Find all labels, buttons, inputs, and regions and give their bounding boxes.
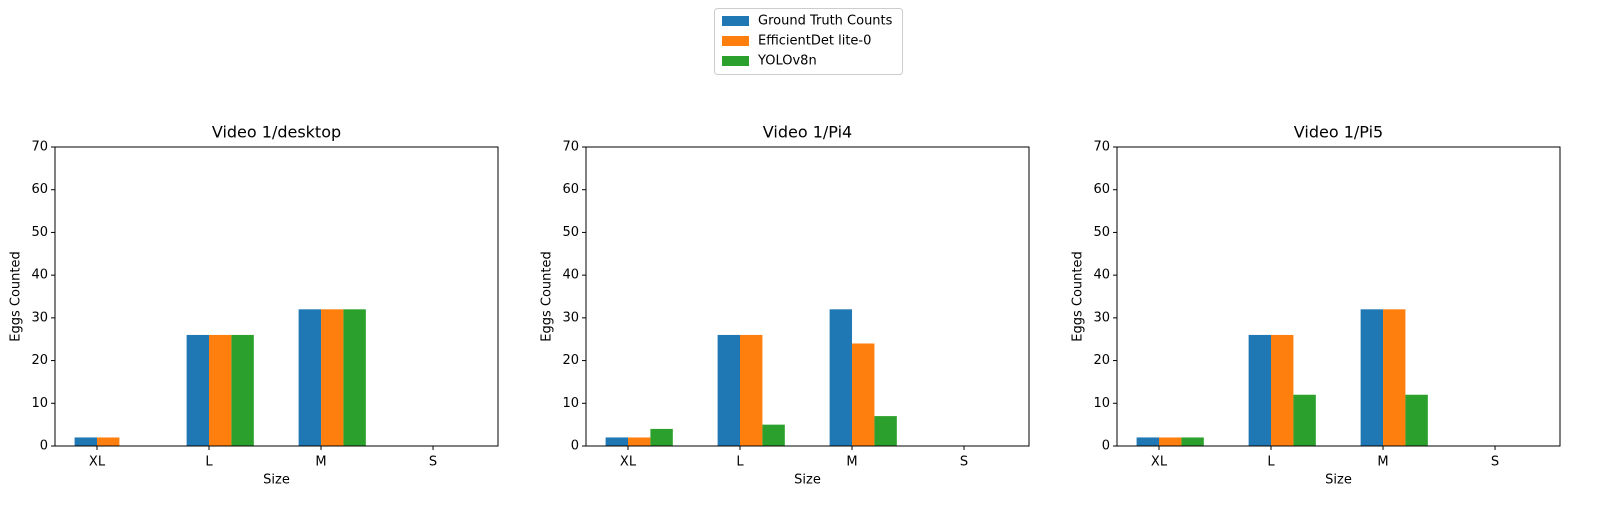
bar bbox=[605, 437, 629, 446]
y-tick-label: 30 bbox=[1093, 310, 1110, 325]
y-tick-label: 60 bbox=[31, 182, 48, 197]
bar bbox=[717, 334, 741, 446]
x-axis-label: Size bbox=[263, 473, 290, 488]
bar bbox=[852, 343, 875, 446]
bar bbox=[762, 424, 785, 446]
x-tick-label: S bbox=[1491, 455, 1499, 470]
y-tick-label: 30 bbox=[562, 310, 579, 325]
bar bbox=[874, 416, 897, 446]
x-tick-label: XL bbox=[1151, 455, 1168, 470]
legend-box bbox=[714, 8, 903, 75]
x-axis-label: Size bbox=[794, 473, 821, 488]
y-tick-label: 60 bbox=[1093, 182, 1110, 197]
bar bbox=[231, 334, 254, 446]
y-tick-label: 10 bbox=[31, 396, 48, 411]
legend-label: EfficientDet lite-0 bbox=[758, 34, 871, 49]
y-tick-label: 70 bbox=[1093, 140, 1110, 155]
y-tick-label: 0 bbox=[1102, 439, 1110, 454]
legend-label: Ground Truth Counts bbox=[758, 14, 893, 29]
x-tick-label: XL bbox=[620, 455, 637, 470]
bar bbox=[740, 334, 763, 446]
bar bbox=[74, 437, 98, 446]
bar bbox=[209, 334, 232, 446]
bar bbox=[186, 334, 210, 446]
bar bbox=[1383, 309, 1406, 446]
x-tick-label: M bbox=[1377, 455, 1388, 470]
bar bbox=[1136, 437, 1160, 446]
y-tick-label: 20 bbox=[31, 353, 48, 368]
y-tick-label: 70 bbox=[562, 140, 579, 155]
bar bbox=[1248, 334, 1272, 446]
y-tick-label: 50 bbox=[1093, 225, 1110, 240]
bar bbox=[321, 309, 344, 446]
x-tick-label: L bbox=[205, 455, 213, 470]
plot-frame bbox=[585, 146, 1030, 447]
y-tick-label: 0 bbox=[40, 439, 48, 454]
legend-swatch bbox=[722, 56, 749, 66]
y-tick-label: 0 bbox=[571, 439, 579, 454]
chart-title: Video 1/desktop bbox=[212, 123, 341, 142]
bar bbox=[97, 437, 120, 446]
bar bbox=[298, 309, 322, 446]
bar bbox=[1271, 334, 1294, 446]
x-axis-label: Size bbox=[1325, 473, 1352, 488]
legend-swatch bbox=[722, 16, 749, 26]
bar bbox=[650, 428, 673, 446]
y-tick-label: 30 bbox=[31, 310, 48, 325]
x-tick-label: L bbox=[1267, 455, 1275, 470]
y-tick-label: 40 bbox=[1093, 268, 1110, 283]
y-tick-label: 50 bbox=[562, 225, 579, 240]
bar bbox=[628, 437, 651, 446]
y-tick-label: 20 bbox=[1093, 353, 1110, 368]
x-tick-label: S bbox=[960, 455, 968, 470]
plot-frame bbox=[54, 146, 499, 447]
y-tick-label: 40 bbox=[562, 268, 579, 283]
bar bbox=[1293, 394, 1316, 446]
bar bbox=[829, 309, 853, 446]
y-tick-label: 60 bbox=[562, 182, 579, 197]
bar bbox=[1405, 394, 1428, 446]
legend-label: YOLOv8n bbox=[757, 54, 817, 69]
x-tick-label: S bbox=[429, 455, 437, 470]
y-axis-label: Eggs Counted bbox=[1071, 251, 1086, 341]
y-axis-label: Eggs Counted bbox=[9, 251, 24, 341]
plot-frame bbox=[1116, 146, 1561, 447]
chart-title: Video 1/Pi4 bbox=[763, 123, 852, 142]
y-tick-label: 10 bbox=[562, 396, 579, 411]
x-tick-label: L bbox=[736, 455, 744, 470]
y-tick-label: 10 bbox=[1093, 396, 1110, 411]
bar bbox=[1360, 309, 1384, 446]
x-tick-label: XL bbox=[89, 455, 106, 470]
chart-title: Video 1/Pi5 bbox=[1294, 123, 1383, 142]
y-axis-label: Eggs Counted bbox=[540, 251, 555, 341]
y-tick-label: 40 bbox=[31, 268, 48, 283]
legend-swatch bbox=[722, 36, 749, 46]
y-tick-label: 50 bbox=[31, 225, 48, 240]
x-tick-label: M bbox=[846, 455, 857, 470]
bar bbox=[1181, 437, 1204, 446]
y-tick-label: 20 bbox=[562, 353, 579, 368]
x-tick-label: M bbox=[315, 455, 326, 470]
bar bbox=[1159, 437, 1182, 446]
y-tick-label: 70 bbox=[31, 140, 48, 155]
bar bbox=[343, 309, 366, 446]
